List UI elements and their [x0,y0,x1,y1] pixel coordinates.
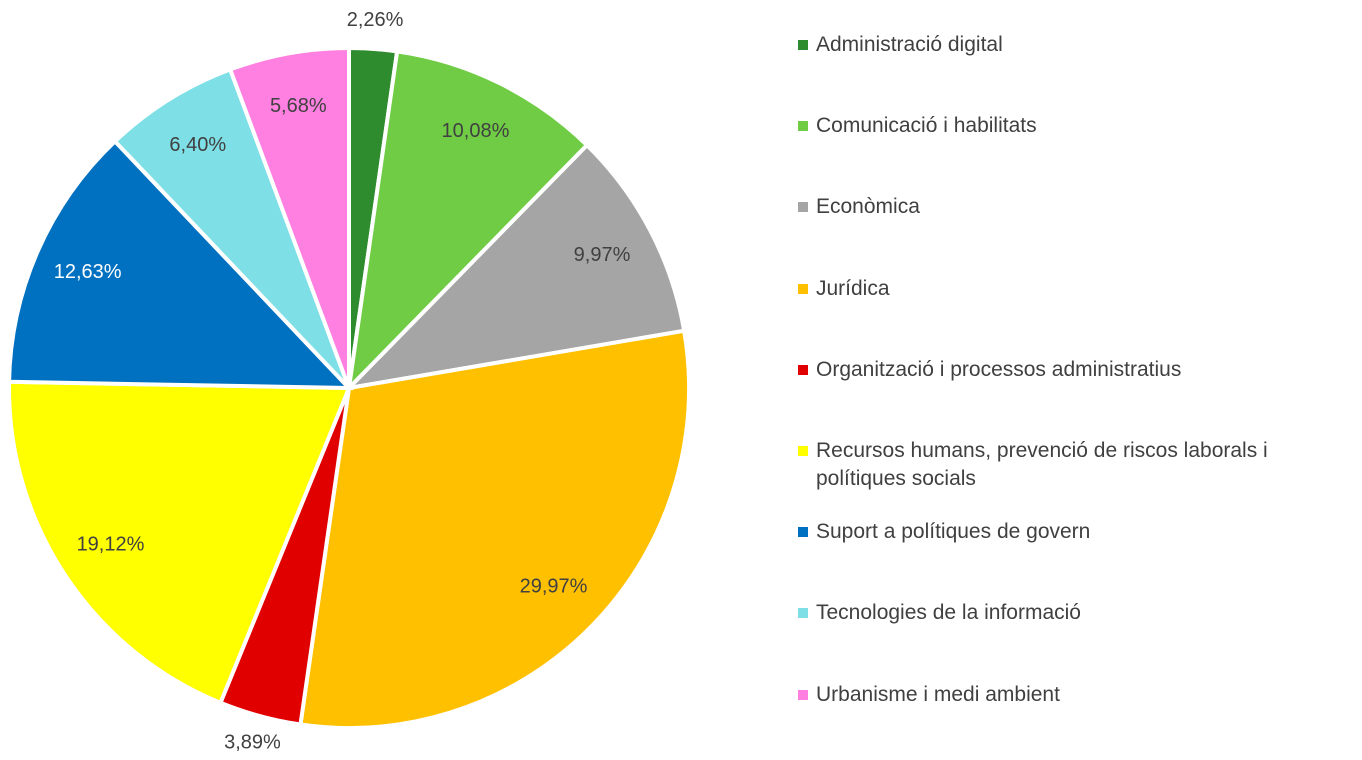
pie-slice [346,49,590,394]
data-label: 9,97% [574,244,631,266]
legend-swatch [798,364,808,375]
legend-swatch [798,283,808,294]
legend-swatch [798,446,808,456]
legend-swatch [798,202,808,213]
legend-swatch [798,121,808,132]
legend-item: Jurídica [798,275,1356,303]
data-label: 19,12% [77,533,145,555]
data-label: 12,63% [54,261,122,283]
legend-item: Comunicació i habilitats [798,112,1356,140]
legend-label: Jurídica [816,276,890,300]
pie-slice [7,379,352,706]
legend-item: Urbanisme i medi ambient [798,681,1356,709]
pie-slice [227,45,351,389]
legend-item: Suport a polítiques de govern [798,518,1356,546]
legend-label: Econòmica [816,195,920,219]
data-label: 2,26% [347,9,404,31]
legend-label: Recursos humans, prevenció de riscos lab… [816,439,1268,490]
legend-label: Comunicació i habilitats [816,114,1037,138]
legend-label: Suport a polítiques de govern [816,520,1091,544]
legend-label: Tecnologies de la informació [816,601,1081,625]
legend-item: Recursos humans, prevenció de riscos lab… [798,437,1356,493]
legend: Administració digital Comunicació i habil… [798,0,1358,760]
data-label: 29,97% [520,576,588,598]
data-label: 3,89% [224,731,281,753]
legend-item: Administració digital [798,31,1356,59]
legend-label: Organització i processos administratius [816,357,1182,381]
legend-swatch [798,689,808,700]
pie-slice [343,142,687,392]
chart: 2,26% 10,08% 9,97% 29,97% 3,89% 19,12% 12,63% 6… [7,9,691,754]
pie-slice [298,328,691,730]
data-label: 6,40% [169,134,226,156]
pie-slice [112,66,351,390]
legend-item: Organització i processos administratius [798,356,1356,384]
legend-label: Administració digital [816,33,1003,56]
legend-swatch [798,527,808,538]
pie-slice [7,138,354,391]
legend-swatch [798,40,808,50]
legend-item: Econòmica [798,193,1356,221]
data-label: 5,68% [270,95,327,117]
legend-swatch [798,608,808,619]
data-label: 10,08% [442,120,510,142]
legend-label: Urbanisme i medi ambient [816,682,1060,706]
legend-item: Tecnologies de la informació [798,599,1356,627]
